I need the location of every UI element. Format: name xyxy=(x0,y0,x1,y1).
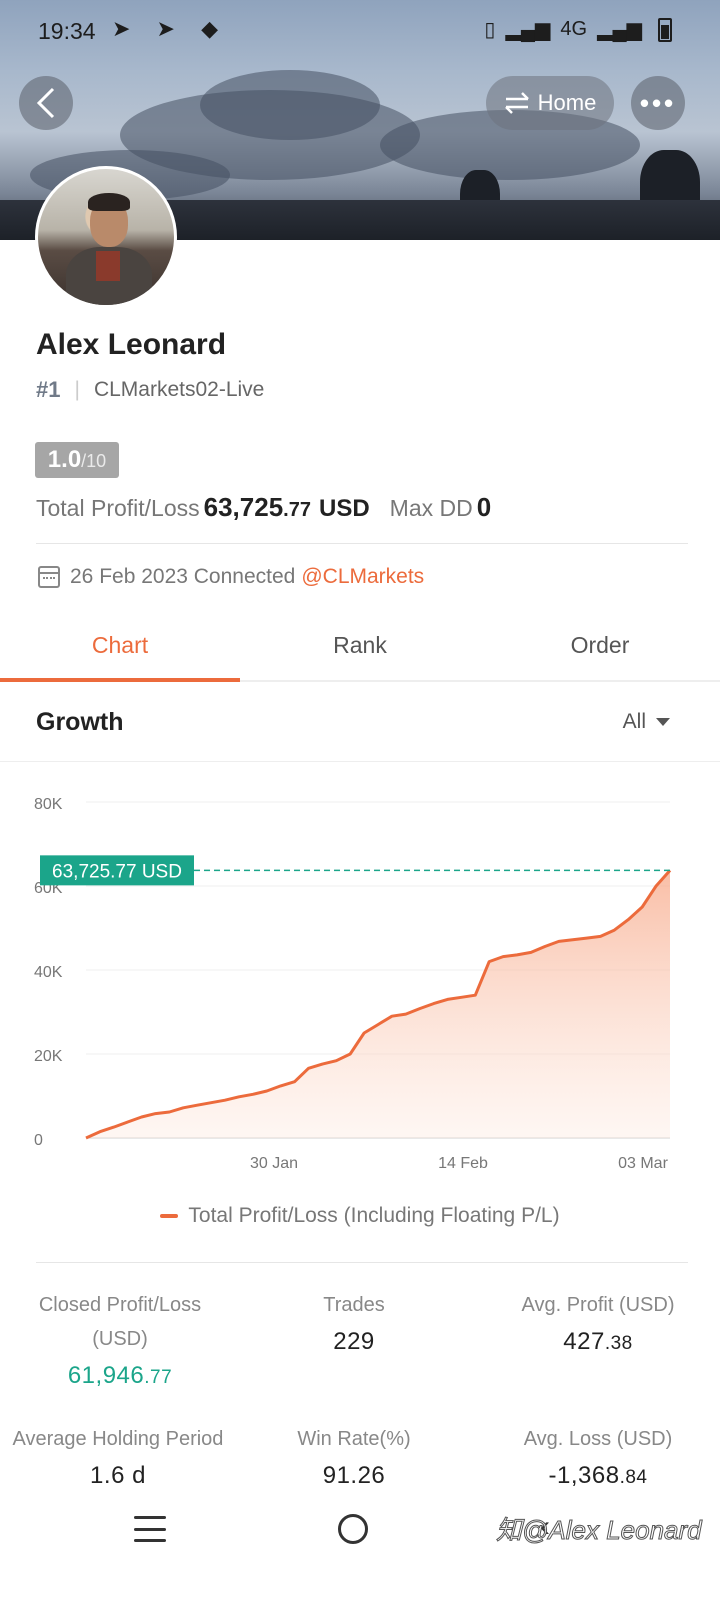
tab-chart[interactable]: Chart xyxy=(0,618,240,682)
vibrate-icon: ▯ xyxy=(484,19,496,41)
caret-down-icon xyxy=(656,718,670,726)
chevron-left-icon xyxy=(36,87,55,119)
watermark: 知@Alex Leonard xyxy=(496,1515,703,1546)
swap-icon xyxy=(504,92,529,114)
stat-label: Closed Profit/Loss xyxy=(38,1294,202,1316)
signal-icon-2: ▂▄▆ xyxy=(597,19,642,41)
home-button-label: Home xyxy=(537,90,597,115)
max-dd-label: Max DD xyxy=(389,495,473,521)
battery-icon xyxy=(658,17,672,42)
x-tick-label: 30 Jan xyxy=(250,1155,298,1172)
stat-label: Avg. Profit (USD) xyxy=(521,1294,675,1316)
network-type: 4G xyxy=(560,18,588,40)
score-value: 1.0 xyxy=(47,446,82,473)
total-pl-line: Total Profit/Loss 63,725.77 USD Max DD 0 xyxy=(36,492,491,523)
current-value-badge xyxy=(40,855,194,886)
avatar[interactable] xyxy=(35,166,177,308)
status-time: 19:34 xyxy=(38,18,96,44)
trader-name: Alex Leonard xyxy=(36,328,227,361)
stat-label: Avg. Loss (USD) xyxy=(523,1428,673,1450)
calendar-icon xyxy=(38,566,60,588)
stat-holding-period: Average Holding Period 1.6 d xyxy=(0,1422,236,1490)
back-chevron-icon[interactable]: ‹ xyxy=(540,1510,550,1543)
stat-value: 427.38 xyxy=(563,1328,633,1355)
x-tick-label: 03 Mar xyxy=(618,1155,668,1172)
max-dd-value: 0 xyxy=(476,492,492,522)
system-nav-bar: ‹ 知@Alex Leonard xyxy=(0,1500,720,1560)
chart-legend: Total Profit/Loss (Including Floating P/… xyxy=(0,1204,720,1228)
divider xyxy=(36,543,688,544)
series-line xyxy=(85,869,672,1140)
y-tick-label: 80K xyxy=(34,796,63,813)
connected-line: 26 Feb 2023 Connected @CLMarkets xyxy=(38,565,424,589)
status-bar: 19:34 ➤ ➤ ◆ ▯ ▂▄▆ 4G ▂▄▆ xyxy=(0,0,720,60)
stat-value: 1.6 d xyxy=(90,1462,146,1489)
stat-value: -1,368.84 xyxy=(548,1462,648,1489)
y-tick-label: 0 xyxy=(34,1132,43,1149)
period-filter-value: All xyxy=(622,710,646,733)
growth-chart[interactable]: 0 20K 40K 60K 80K 30 Jan 14 Feb 03 Mar 63,725.77… xyxy=(0,780,720,1180)
rank-separator: | xyxy=(74,378,80,401)
legend-label: Total Profit/Loss (Including Floating P/… xyxy=(188,1204,560,1227)
stat-value: 61,946.77 xyxy=(67,1362,173,1389)
total-pl-unit: USD xyxy=(318,495,370,522)
growth-title: Growth xyxy=(36,708,124,736)
stat-value: 91.26 xyxy=(322,1462,386,1489)
rank-number: #1 xyxy=(36,377,61,402)
tab-bar: Chart Rank Order xyxy=(0,618,720,682)
stat-label: Win Rate(%) xyxy=(297,1428,411,1450)
signal-icon: ▂▄▆ xyxy=(505,19,551,41)
total-pl-label: Total Profit/Loss xyxy=(36,495,200,521)
back-button[interactable] xyxy=(19,76,73,130)
divider xyxy=(36,1262,688,1263)
stat-value: 229 xyxy=(333,1328,375,1355)
stat-label: Average Holding Period xyxy=(12,1428,224,1450)
growth-header: Growth All xyxy=(0,684,720,762)
stat-closed-pl: Closed Profit/Loss (USD) 61,946.77 xyxy=(10,1288,230,1390)
stat-trades: Trades 229 xyxy=(254,1288,454,1356)
stat-avg-profit: Avg. Profit (USD) 427.38 xyxy=(490,1288,706,1356)
x-tick-label: 14 Feb xyxy=(438,1155,488,1172)
stat-avg-loss: Avg. Loss (USD) -1,368.84 xyxy=(490,1422,706,1490)
rank-line: #1 | CLMarkets02-Live xyxy=(36,377,264,403)
notification-icons: ➤ ➤ ◆ xyxy=(112,16,229,41)
tab-rank[interactable]: Rank xyxy=(333,632,387,658)
total-pl-value: 63,725.77 xyxy=(203,492,311,522)
series-area xyxy=(86,870,670,1138)
period-filter-dropdown[interactable]: All xyxy=(623,710,670,734)
server-name: CLMarkets02-Live xyxy=(93,378,265,401)
connected-date: 26 Feb 2023 Connected xyxy=(70,565,296,588)
stat-win-rate: Win Rate(%) 91.26 xyxy=(254,1422,454,1490)
tab-order[interactable]: Order xyxy=(570,632,630,658)
home-button[interactable]: Home xyxy=(486,76,614,130)
score-denominator: /10 xyxy=(81,451,107,471)
y-tick-label: 20K xyxy=(34,1048,63,1065)
more-dots-icon: ••• xyxy=(639,87,677,118)
stat-label: Trades xyxy=(323,1294,385,1316)
broker-handle-link[interactable]: @CLMarkets xyxy=(301,565,425,588)
stat-label: (USD) xyxy=(92,1328,148,1350)
home-circle-icon[interactable] xyxy=(338,1514,368,1544)
legend-marker xyxy=(160,1214,179,1218)
current-value-label: 63,725.77 USD xyxy=(52,861,182,882)
y-tick-label: 40K xyxy=(34,964,63,981)
menu-icon[interactable] xyxy=(134,1516,166,1542)
score-badge: 1.0 /10 xyxy=(35,442,119,478)
more-options-button[interactable]: ••• xyxy=(631,76,685,130)
